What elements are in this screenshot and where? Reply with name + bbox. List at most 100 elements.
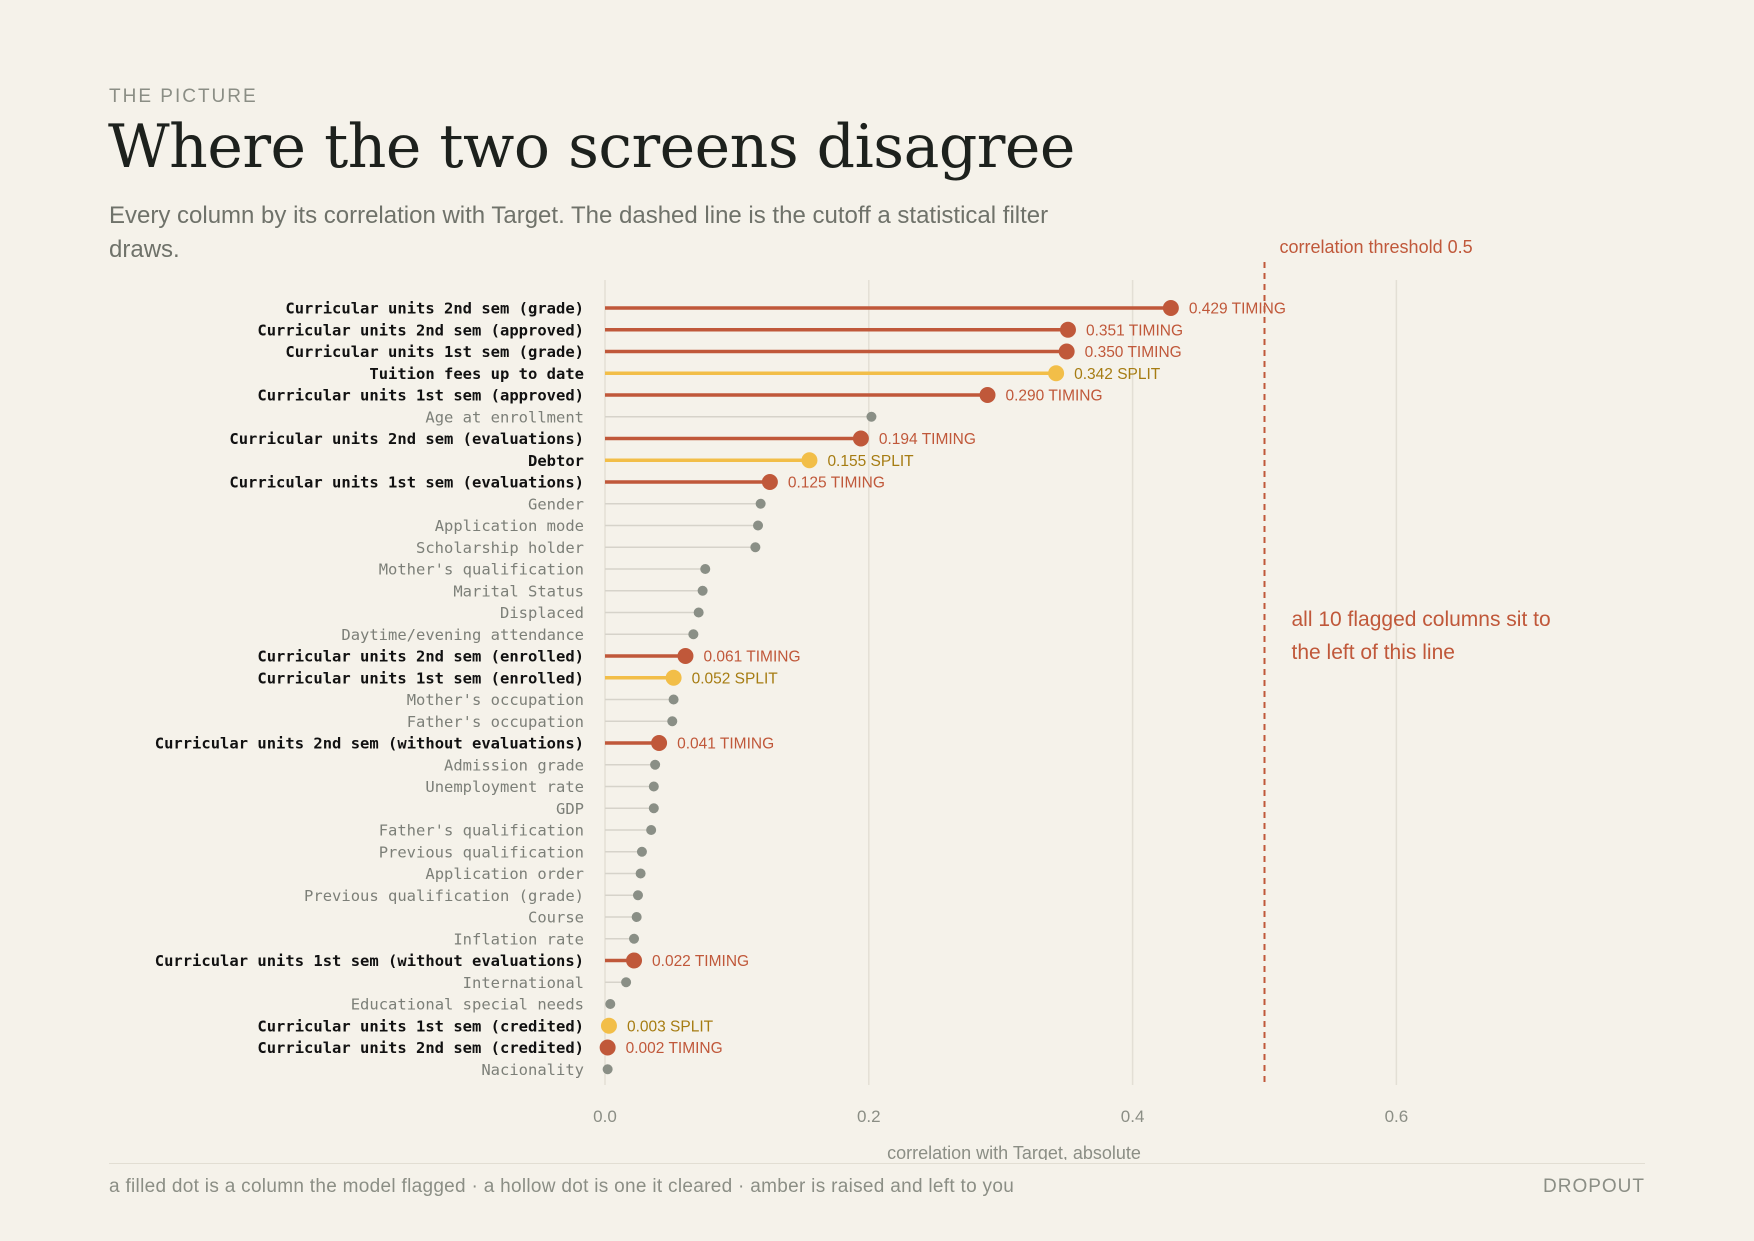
row-label: Curricular units 2nd sem (approved) [257, 321, 584, 339]
lollipop-chart: 0.0 0.2 0.4 0.6 correlation with Target, abs… [155, 237, 1551, 1160]
dot [599, 1039, 616, 1056]
dot [651, 735, 668, 751]
value-label: 0.052 SPLIT [692, 670, 779, 687]
value-label: 0.041 TIMING [677, 736, 774, 753]
dot [650, 759, 661, 770]
dot [632, 890, 643, 901]
dot [600, 1017, 617, 1034]
row-label: Debtor [528, 452, 584, 470]
value-label: 0.002 TIMING [626, 1040, 723, 1057]
footer-divider [109, 1163, 1645, 1164]
row-label: Curricular units 1st sem (without evalua… [155, 952, 584, 970]
dot [866, 411, 877, 422]
row-label: Unemployment rate [425, 778, 584, 796]
row-label: Curricular units 2nd sem (without evalua… [155, 735, 584, 753]
row-label: Mother's occupation [407, 691, 584, 709]
threshold-label: correlation threshold 0.5 [1280, 237, 1473, 257]
value-label: 0.429 TIMING [1189, 301, 1286, 318]
dot [688, 629, 699, 640]
x-tick-label: 0.6 [1385, 1107, 1409, 1126]
value-label: 0.022 TIMING [652, 953, 749, 970]
dot [629, 933, 640, 944]
x-axis-title: correlation with Target, absolute [887, 1143, 1141, 1160]
row-label: Nacionality [481, 1061, 584, 1079]
row-label: Application mode [435, 517, 584, 535]
x-tick-label: 0.0 [593, 1107, 617, 1126]
dot [648, 781, 659, 792]
dot [1048, 365, 1065, 382]
dot [755, 498, 766, 509]
dot [761, 474, 778, 490]
row-label: Marital Status [453, 582, 584, 600]
row-label: Curricular units 1st sem (enrolled) [257, 669, 584, 687]
row-label: Application order [425, 865, 584, 883]
dot [636, 846, 647, 857]
row-label: Previous qualification [379, 843, 584, 861]
dot [621, 977, 632, 988]
row-label: Age at enrollment [425, 408, 584, 426]
row-label: Course [528, 909, 584, 927]
dot [700, 564, 711, 574]
dot [1058, 343, 1075, 360]
row-label: Curricular units 2nd sem (enrolled) [257, 648, 584, 666]
row-label: Displaced [500, 604, 584, 622]
dot [648, 803, 659, 814]
dot [852, 430, 869, 447]
dot [602, 1064, 613, 1075]
value-label: 0.061 TIMING [703, 649, 800, 666]
dot [677, 648, 694, 664]
subtitle: Every column by its correlation with Tar… [109, 202, 1049, 263]
row-label: Mother's qualification [379, 561, 584, 579]
row-label: Admission grade [444, 756, 584, 774]
dot [635, 868, 646, 879]
footer-note: a filled dot is a column the model flagg… [109, 1176, 1015, 1197]
row-label: Curricular units 1st sem (approved) [257, 387, 584, 405]
row-label: Father's qualification [379, 822, 584, 840]
dot [667, 716, 678, 727]
dot [626, 952, 643, 969]
value-label: 0.003 SPLIT [627, 1018, 714, 1035]
value-label: 0.351 TIMING [1086, 322, 1183, 339]
page-title: Where the two screens disagree [108, 112, 1075, 182]
annotation-text: the left of this line [1292, 641, 1455, 664]
brand-label: DROPOUT [1543, 1176, 1645, 1197]
row-label: International [463, 974, 584, 992]
x-tick-label: 0.2 [857, 1107, 881, 1126]
dot [750, 542, 761, 553]
dot [801, 452, 818, 469]
row-label: Gender [528, 495, 584, 513]
value-label: 0.290 TIMING [1006, 388, 1103, 405]
row-label: Daytime/evening attendance [341, 626, 584, 644]
dot [697, 585, 708, 596]
dot [665, 669, 682, 686]
dot [668, 694, 679, 705]
dot [1162, 300, 1179, 316]
row-label: Previous qualification (grade) [304, 887, 584, 905]
dot [605, 999, 616, 1009]
value-label: 0.155 SPLIT [827, 453, 914, 470]
value-label: 0.350 TIMING [1085, 344, 1182, 361]
row-label: Educational special needs [351, 996, 584, 1014]
row-label: Inflation rate [453, 930, 584, 948]
row-label: GDP [556, 800, 584, 818]
value-label: 0.342 SPLIT [1074, 366, 1161, 383]
dot [753, 520, 764, 531]
row-label: Scholarship holder [416, 539, 584, 557]
row-label: Tuition fees up to date [369, 365, 584, 383]
dot [979, 387, 996, 403]
row-label: Curricular units 1st sem (evaluations) [229, 474, 584, 492]
x-tick-label: 0.4 [1121, 1107, 1145, 1126]
dot [646, 825, 657, 835]
dot [1059, 321, 1076, 338]
row-label: Curricular units 1st sem (grade) [285, 343, 584, 361]
dot [631, 912, 642, 922]
row-label: Curricular units 2nd sem (evaluations) [229, 430, 584, 448]
row-label: Curricular units 1st sem (credited) [257, 1017, 584, 1035]
dot [693, 607, 704, 618]
value-label: 0.194 TIMING [879, 431, 976, 448]
row-label: Curricular units 2nd sem (grade) [285, 300, 584, 318]
row-label: Father's occupation [407, 713, 584, 731]
row-label: Curricular units 2nd sem (credited) [257, 1039, 584, 1057]
value-label: 0.125 TIMING [788, 475, 885, 492]
annotation-text: all 10 flagged columns sit to [1292, 608, 1551, 631]
